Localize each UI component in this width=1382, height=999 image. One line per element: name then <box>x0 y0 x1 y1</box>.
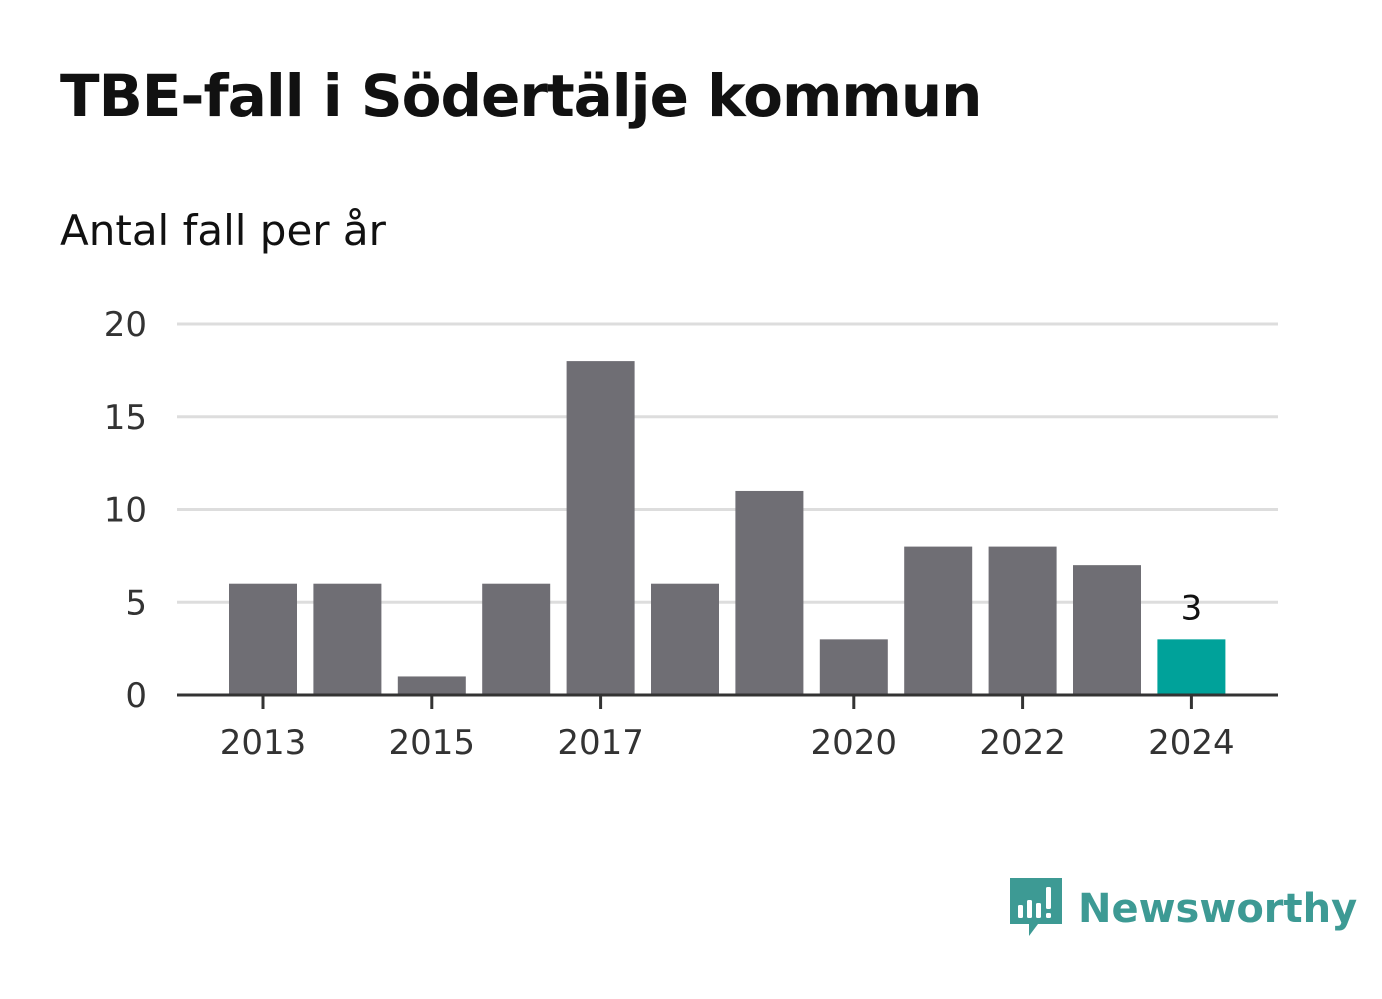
newsworthy-brand: Newsworthy <box>1010 878 1357 940</box>
brand-name: Newsworthy <box>1078 886 1358 932</box>
x-tick-label: 2015 <box>389 723 476 763</box>
x-tick-label: 2017 <box>557 723 644 763</box>
y-tick-label: 10 <box>104 491 147 531</box>
bar-2014 <box>313 583 382 695</box>
x-axis <box>177 693 1278 709</box>
bar-2021 <box>904 546 973 695</box>
chart-subtitle: Antal fall per år <box>60 206 386 255</box>
labels: 0 5 10 15 20 2013 2015 2017 2020 2022 2024 3 <box>104 305 1235 763</box>
y-tick-label: 15 <box>104 398 147 438</box>
bar-2016 <box>482 583 551 695</box>
y-tick-label: 5 <box>125 583 147 623</box>
bar-2019 <box>735 490 804 695</box>
bar-2018 <box>651 583 719 695</box>
bar-2024 <box>1157 639 1226 695</box>
bar-2015 <box>397 676 466 695</box>
y-tick-label: 20 <box>104 305 147 345</box>
newsworthy-logo-icon <box>1010 878 1062 936</box>
data-label: 3 <box>1181 588 1203 628</box>
y-tick-label: 0 <box>125 676 147 716</box>
bar-2020 <box>819 639 888 695</box>
x-tick-label: 2020 <box>811 723 898 763</box>
x-tick-label: 2013 <box>220 723 307 763</box>
bar-2022 <box>988 546 1057 695</box>
bars <box>229 361 1226 695</box>
chart-title: TBE-fall i Södertälje kommun <box>60 62 982 130</box>
x-tick-label: 2022 <box>979 723 1066 763</box>
bar-2017 <box>566 361 635 695</box>
x-tick-label: 2024 <box>1148 723 1235 763</box>
bar-2013 <box>229 583 297 695</box>
bar-2023 <box>1073 565 1141 695</box>
grid-lines <box>177 322 1278 604</box>
